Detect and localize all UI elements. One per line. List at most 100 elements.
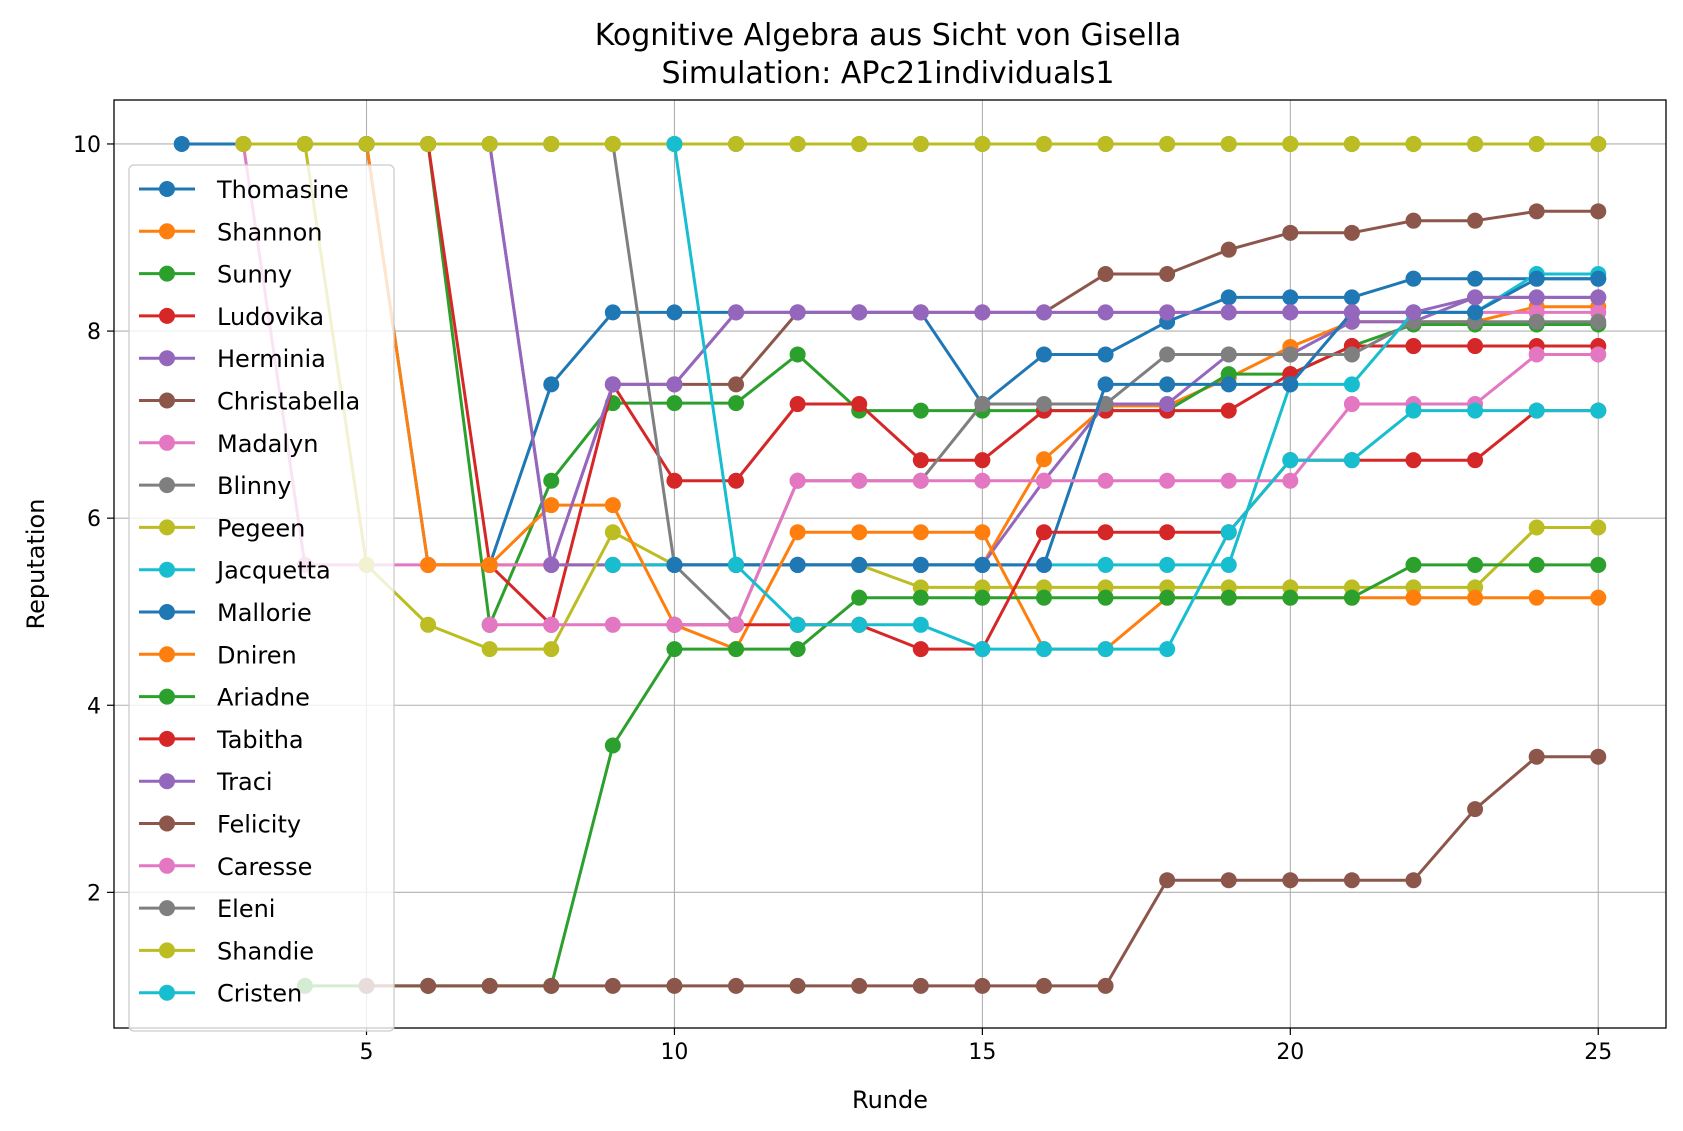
data-point — [1467, 452, 1484, 469]
data-point — [1220, 376, 1237, 393]
axis-ticks: 5 10 15 20 25 2 4 6 8 10 — [73, 133, 1612, 1065]
data-point — [1035, 589, 1052, 606]
data-point — [1035, 556, 1052, 573]
data-point — [543, 616, 560, 633]
data-point — [851, 589, 868, 606]
legend-item: Blinny — [139, 472, 291, 500]
data-point — [789, 977, 806, 994]
data-point — [1590, 203, 1607, 220]
data-point — [1097, 589, 1114, 606]
legend-item: Christabella — [139, 388, 360, 416]
data-point — [481, 641, 498, 658]
data-point — [235, 135, 252, 152]
data-point — [728, 616, 745, 633]
data-point — [1035, 472, 1052, 489]
legend-label: Shannon — [217, 218, 322, 246]
data-point — [851, 135, 868, 152]
data-point — [1467, 402, 1484, 419]
y-tick-label: 4 — [87, 694, 101, 719]
y-axis-label: Reputation — [22, 499, 50, 630]
legend-swatch-marker — [159, 561, 175, 578]
legend-label: Madalyn — [217, 430, 318, 458]
legend-label: Mallorie — [217, 599, 312, 627]
data-point — [1097, 346, 1114, 363]
data-point — [851, 556, 868, 573]
data-point — [1343, 452, 1360, 469]
data-point — [666, 395, 683, 412]
data-point — [1590, 289, 1607, 306]
data-point — [728, 395, 745, 412]
data-point — [912, 304, 929, 321]
data-point — [974, 396, 991, 413]
series-line — [672, 143, 1599, 651]
legend-item: Shannon — [139, 218, 322, 246]
data-point — [789, 396, 806, 413]
data-point — [1097, 472, 1114, 489]
legend-label: Blinny — [217, 472, 291, 500]
data-point — [1467, 589, 1484, 606]
series-line — [304, 142, 1599, 627]
legend-swatch-marker — [159, 815, 175, 832]
data-point — [543, 472, 560, 489]
data-point — [1590, 748, 1607, 765]
legend-item: Tabitha — [139, 726, 304, 754]
data-point — [912, 556, 929, 573]
legend-swatch-marker — [159, 942, 175, 959]
data-point — [1220, 241, 1237, 258]
series-cristen — [666, 135, 1607, 658]
data-point — [604, 376, 621, 393]
data-point — [1220, 472, 1237, 489]
data-point — [789, 556, 806, 573]
legend-label: Traci — [216, 768, 273, 796]
data-point — [1282, 589, 1299, 606]
data-point — [789, 616, 806, 633]
legend-item: Cristen — [139, 980, 302, 1008]
legend-item: Mallorie — [139, 599, 312, 627]
data-point — [1097, 641, 1114, 658]
legend-swatch-marker — [159, 984, 175, 1001]
data-point — [1159, 524, 1176, 541]
legend-swatch-marker — [159, 646, 175, 663]
data-point — [974, 556, 991, 573]
data-point — [1343, 872, 1360, 889]
data-point — [1220, 304, 1237, 321]
legend-item: Madalyn — [139, 430, 318, 458]
data-point — [1528, 748, 1545, 765]
data-point — [420, 977, 437, 994]
data-point — [1467, 135, 1484, 152]
data-point — [604, 977, 621, 994]
data-point — [1467, 304, 1484, 321]
data-point — [974, 977, 991, 994]
data-point — [1282, 872, 1299, 889]
data-point — [912, 524, 929, 541]
data-point — [173, 135, 190, 152]
data-point — [1220, 872, 1237, 889]
data-point — [1159, 556, 1176, 573]
legend-swatch-marker — [159, 900, 175, 917]
legend-item: Herminia — [139, 345, 326, 373]
data-point — [1097, 266, 1114, 282]
legend-label: Shandie — [217, 937, 314, 965]
data-point — [1282, 472, 1299, 489]
data-point — [1590, 589, 1607, 606]
plot-frame — [113, 99, 1667, 1029]
legend-label: Jacquetta — [215, 557, 331, 585]
data-point — [420, 616, 437, 633]
data-point — [1097, 524, 1114, 541]
data-point — [1590, 519, 1607, 536]
series-traci — [481, 135, 1607, 573]
x-tick-label: 5 — [360, 1040, 374, 1065]
data-point — [543, 556, 560, 573]
data-point — [789, 641, 806, 658]
data-point — [604, 304, 621, 321]
data-point — [851, 396, 868, 413]
data-point — [1405, 212, 1422, 229]
data-point — [481, 135, 498, 152]
legend-label: Ludovika — [217, 303, 324, 331]
legend-item: Dniren — [139, 641, 297, 669]
data-point — [604, 616, 621, 633]
data-point — [1528, 346, 1545, 363]
legend-item: Shandie — [139, 937, 314, 965]
legend-item: Caresse — [139, 853, 312, 881]
data-point — [1467, 270, 1484, 287]
